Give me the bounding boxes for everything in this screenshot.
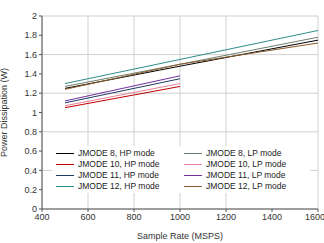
svg-text:800: 800 bbox=[126, 212, 141, 222]
svg-text:1.6: 1.6 bbox=[24, 50, 37, 60]
html-text:JMODE 11, HP mode: JMODE 11, HP mode bbox=[78, 170, 159, 180]
svg-text:1200: 1200 bbox=[216, 212, 236, 222]
svg-text:1: 1 bbox=[32, 108, 37, 118]
svg-text:Power Dissipation (W): Power Dissipation (W) bbox=[8, 68, 9, 157]
svg-text:2: 2 bbox=[32, 11, 37, 21]
html-text:JMODE 12, HP mode: JMODE 12, HP mode bbox=[78, 181, 160, 191]
svg-text:1000: 1000 bbox=[170, 212, 190, 222]
svg-text:0.4: 0.4 bbox=[24, 166, 37, 176]
html-text:JMODE 10, LP mode: JMODE 10, LP mode bbox=[206, 159, 287, 169]
svg-text:Sample Rate (MSPS): Sample Rate (MSPS) bbox=[137, 231, 223, 241]
svg-text:400: 400 bbox=[34, 212, 50, 223]
svg-text:1.4: 1.4 bbox=[24, 69, 37, 79]
svg-text:600: 600 bbox=[80, 212, 95, 222]
svg-text:0: 0 bbox=[32, 204, 37, 214]
svg-text:1.8: 1.8 bbox=[24, 30, 37, 40]
html-text:JMODE 11, LP mode: JMODE 11, LP mode bbox=[206, 170, 286, 180]
html-text:JMODE 10, HP mode: JMODE 10, HP mode bbox=[78, 159, 160, 169]
html-text:JMODE 8, HP mode: JMODE 8, HP mode bbox=[78, 148, 155, 158]
svg-text:1.2: 1.2 bbox=[24, 88, 37, 98]
svg-text:1600: 1600 bbox=[305, 212, 316, 222]
html-text:JMODE 8, LP mode: JMODE 8, LP mode bbox=[206, 148, 282, 158]
html-text:JMODE 12, LP mode: JMODE 12, LP mode bbox=[206, 181, 287, 191]
svg-text:0.8: 0.8 bbox=[24, 127, 37, 137]
svg-text:0.6: 0.6 bbox=[24, 146, 37, 156]
svg-text:1400: 1400 bbox=[262, 212, 282, 222]
svg-text:0.2: 0.2 bbox=[24, 185, 37, 195]
